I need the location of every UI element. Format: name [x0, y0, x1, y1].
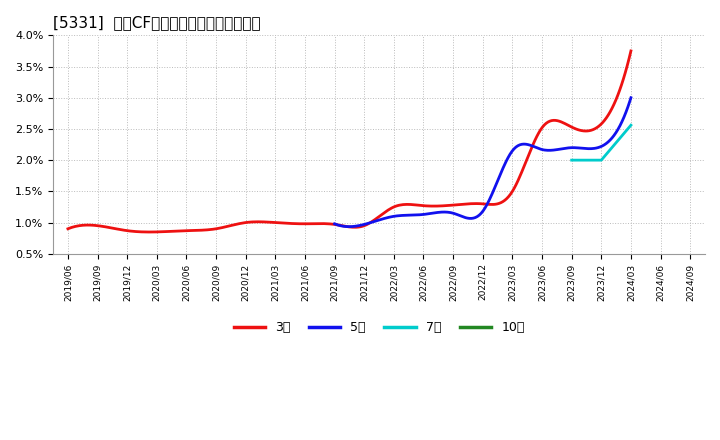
Text: [5331]  営業CFマージンの標準偏差の推移: [5331] 営業CFマージンの標準偏差の推移 [53, 15, 261, 30]
Legend: 3年, 5年, 7年, 10年: 3年, 5年, 7年, 10年 [228, 316, 529, 339]
